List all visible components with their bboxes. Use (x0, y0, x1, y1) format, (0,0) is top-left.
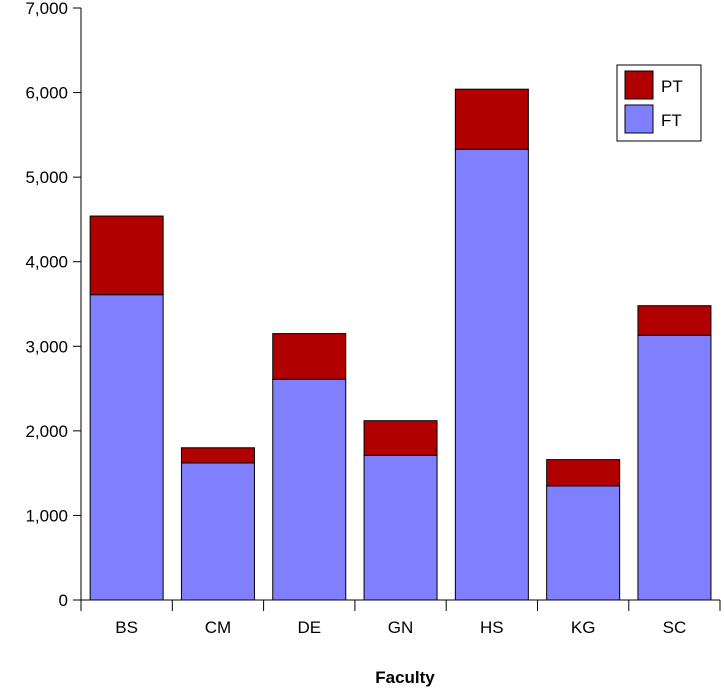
bar-ft-kg (546, 485, 621, 601)
x-tick-label: KG (571, 618, 596, 637)
y-tick-label: 4,000 (25, 253, 68, 272)
bar-pt-hs (454, 88, 529, 150)
x-tick-label: CM (205, 618, 231, 637)
y-tick-label: 1,000 (25, 506, 68, 525)
bar-pt-kg (546, 459, 621, 487)
x-tick-label: GN (388, 618, 414, 637)
bar-pt-bs (89, 215, 164, 296)
bar-ft-bs (89, 294, 164, 601)
x-axis-title: Faculty (375, 668, 435, 687)
bars-group (89, 88, 712, 601)
x-tick-label: DE (297, 618, 321, 637)
x-axis: BS CM DE GN HS KG SC (80, 599, 721, 637)
bar-ft-sc (637, 334, 712, 601)
y-tick-label: 3,000 (25, 337, 68, 356)
y-tick-label: 2,000 (25, 422, 68, 441)
bar-ft-hs (454, 148, 529, 601)
y-tick-label: 0 (59, 591, 68, 610)
legend-swatch-pt (624, 70, 654, 100)
legend-label-pt: PT (661, 77, 683, 96)
y-tick-label: 6,000 (25, 84, 68, 103)
x-tick-label: HS (480, 618, 504, 637)
y-tick-label: 7,000 (25, 0, 68, 18)
bar-pt-gn (363, 420, 438, 456)
bar-ft-cm (180, 462, 255, 601)
bar-pt-de (272, 333, 347, 380)
legend-label-ft: FT (661, 111, 682, 130)
x-tick-label: SC (663, 618, 687, 637)
bar-pt-sc (637, 305, 712, 336)
y-tick-label: 5,000 (25, 168, 68, 187)
y-axis: 0 1,000 2,000 3,000 4,000 5,000 6,000 7,000 (25, 0, 82, 610)
bar-pt-cm (180, 447, 255, 464)
legend: PT FT (616, 64, 702, 142)
x-tick-label: BS (115, 618, 138, 637)
bar-ft-gn (363, 454, 438, 601)
bar-ft-de (272, 378, 347, 601)
legend-swatch-ft (624, 104, 654, 134)
